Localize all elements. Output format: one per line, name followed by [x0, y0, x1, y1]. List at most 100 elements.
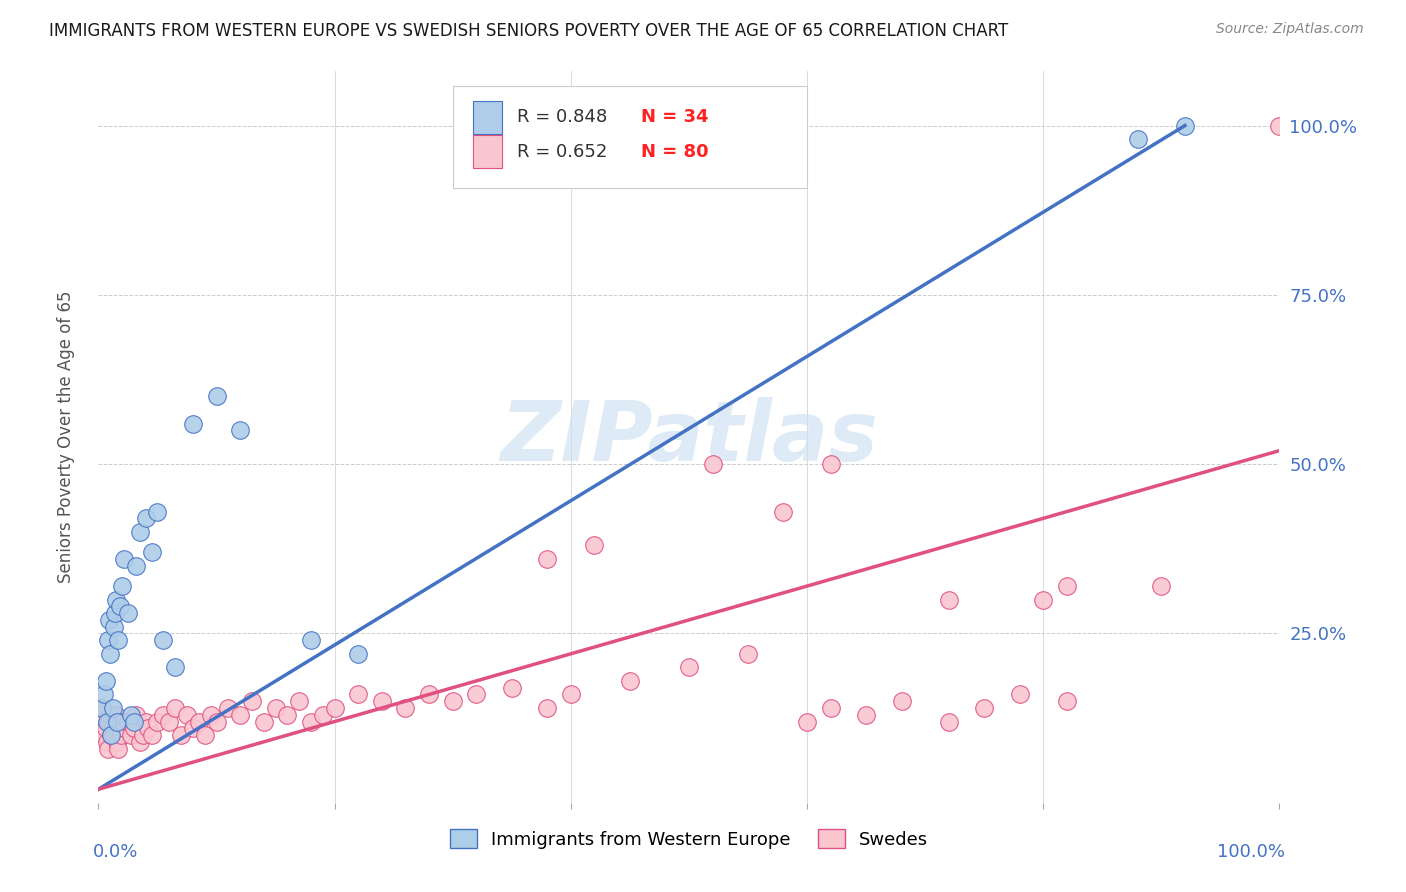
Point — [560, 688, 582, 702]
Point — [253, 714, 276, 729]
Point — [890, 694, 912, 708]
Point — [299, 633, 322, 648]
Point — [105, 735, 128, 749]
Y-axis label: Seniors Poverty Over the Age of 65: Seniors Poverty Over the Age of 65 — [56, 291, 75, 583]
Point — [288, 694, 311, 708]
Point — [820, 457, 842, 471]
Point — [112, 721, 135, 735]
Point — [418, 688, 440, 702]
Point — [117, 714, 139, 729]
Point — [135, 714, 157, 729]
Point — [128, 735, 150, 749]
Point — [122, 721, 145, 735]
Point — [820, 701, 842, 715]
Point — [132, 728, 155, 742]
Point — [112, 552, 135, 566]
Point — [312, 707, 335, 722]
Point — [122, 714, 145, 729]
Point — [181, 417, 204, 431]
Point — [135, 511, 157, 525]
Point — [194, 728, 217, 742]
Point — [93, 688, 115, 702]
Point — [702, 457, 724, 471]
Point — [128, 524, 150, 539]
Text: R = 0.652: R = 0.652 — [516, 143, 607, 161]
Point — [371, 694, 394, 708]
Point — [110, 728, 132, 742]
Point — [98, 647, 121, 661]
Point — [90, 701, 112, 715]
Point — [93, 728, 115, 742]
Point — [104, 606, 127, 620]
Point — [347, 688, 370, 702]
Text: Source: ZipAtlas.com: Source: ZipAtlas.com — [1216, 22, 1364, 37]
Point — [136, 721, 159, 735]
Point — [619, 673, 641, 688]
Point — [973, 701, 995, 715]
Point — [299, 714, 322, 729]
Point — [98, 707, 121, 722]
Point — [97, 633, 120, 648]
Point — [229, 707, 252, 722]
Point — [103, 728, 125, 742]
Point — [98, 613, 121, 627]
FancyBboxPatch shape — [453, 86, 807, 188]
Point — [108, 721, 131, 735]
Point — [91, 701, 114, 715]
Point — [1268, 119, 1291, 133]
Point — [501, 681, 523, 695]
Point — [108, 599, 131, 614]
FancyBboxPatch shape — [472, 136, 502, 169]
Point — [170, 728, 193, 742]
Point — [105, 707, 128, 722]
Point — [165, 660, 187, 674]
Point — [347, 647, 370, 661]
Point — [240, 694, 263, 708]
Point — [1056, 579, 1078, 593]
Point — [101, 721, 124, 735]
Point — [152, 707, 174, 722]
Point — [165, 701, 187, 715]
Point — [217, 701, 239, 715]
Point — [1126, 132, 1149, 146]
Text: ZIPatlas: ZIPatlas — [501, 397, 877, 477]
Point — [107, 741, 129, 756]
Point — [96, 735, 118, 749]
Point — [938, 592, 960, 607]
Point — [536, 552, 558, 566]
Point — [98, 714, 121, 729]
Point — [772, 505, 794, 519]
Point — [111, 579, 134, 593]
Point — [105, 714, 128, 729]
Legend: Immigrants from Western Europe, Swedes: Immigrants from Western Europe, Swedes — [443, 822, 935, 856]
Point — [200, 707, 222, 722]
Point — [103, 620, 125, 634]
Point — [100, 728, 122, 742]
Point — [678, 660, 700, 674]
Point — [97, 741, 120, 756]
Point — [107, 633, 129, 648]
Point — [91, 707, 114, 722]
Point — [94, 721, 117, 735]
Text: IMMIGRANTS FROM WESTERN EUROPE VS SWEDISH SENIORS POVERTY OVER THE AGE OF 65 COR: IMMIGRANTS FROM WESTERN EUROPE VS SWEDIS… — [49, 22, 1008, 40]
Text: 100.0%: 100.0% — [1218, 843, 1285, 861]
Point — [146, 505, 169, 519]
Text: 0.0%: 0.0% — [93, 843, 138, 861]
Point — [205, 389, 228, 403]
Text: R = 0.848: R = 0.848 — [516, 109, 607, 127]
Point — [938, 714, 960, 729]
Text: N = 34: N = 34 — [641, 109, 709, 127]
Point — [323, 701, 346, 715]
Point — [181, 721, 204, 735]
Point — [125, 558, 148, 573]
Point — [141, 728, 163, 742]
Point — [146, 714, 169, 729]
Point — [96, 714, 118, 729]
Point — [1008, 688, 1031, 702]
Point — [1174, 119, 1197, 133]
Point — [1056, 694, 1078, 708]
Point — [117, 606, 139, 620]
Point — [1032, 592, 1054, 607]
Point — [176, 707, 198, 722]
Point — [465, 688, 488, 702]
